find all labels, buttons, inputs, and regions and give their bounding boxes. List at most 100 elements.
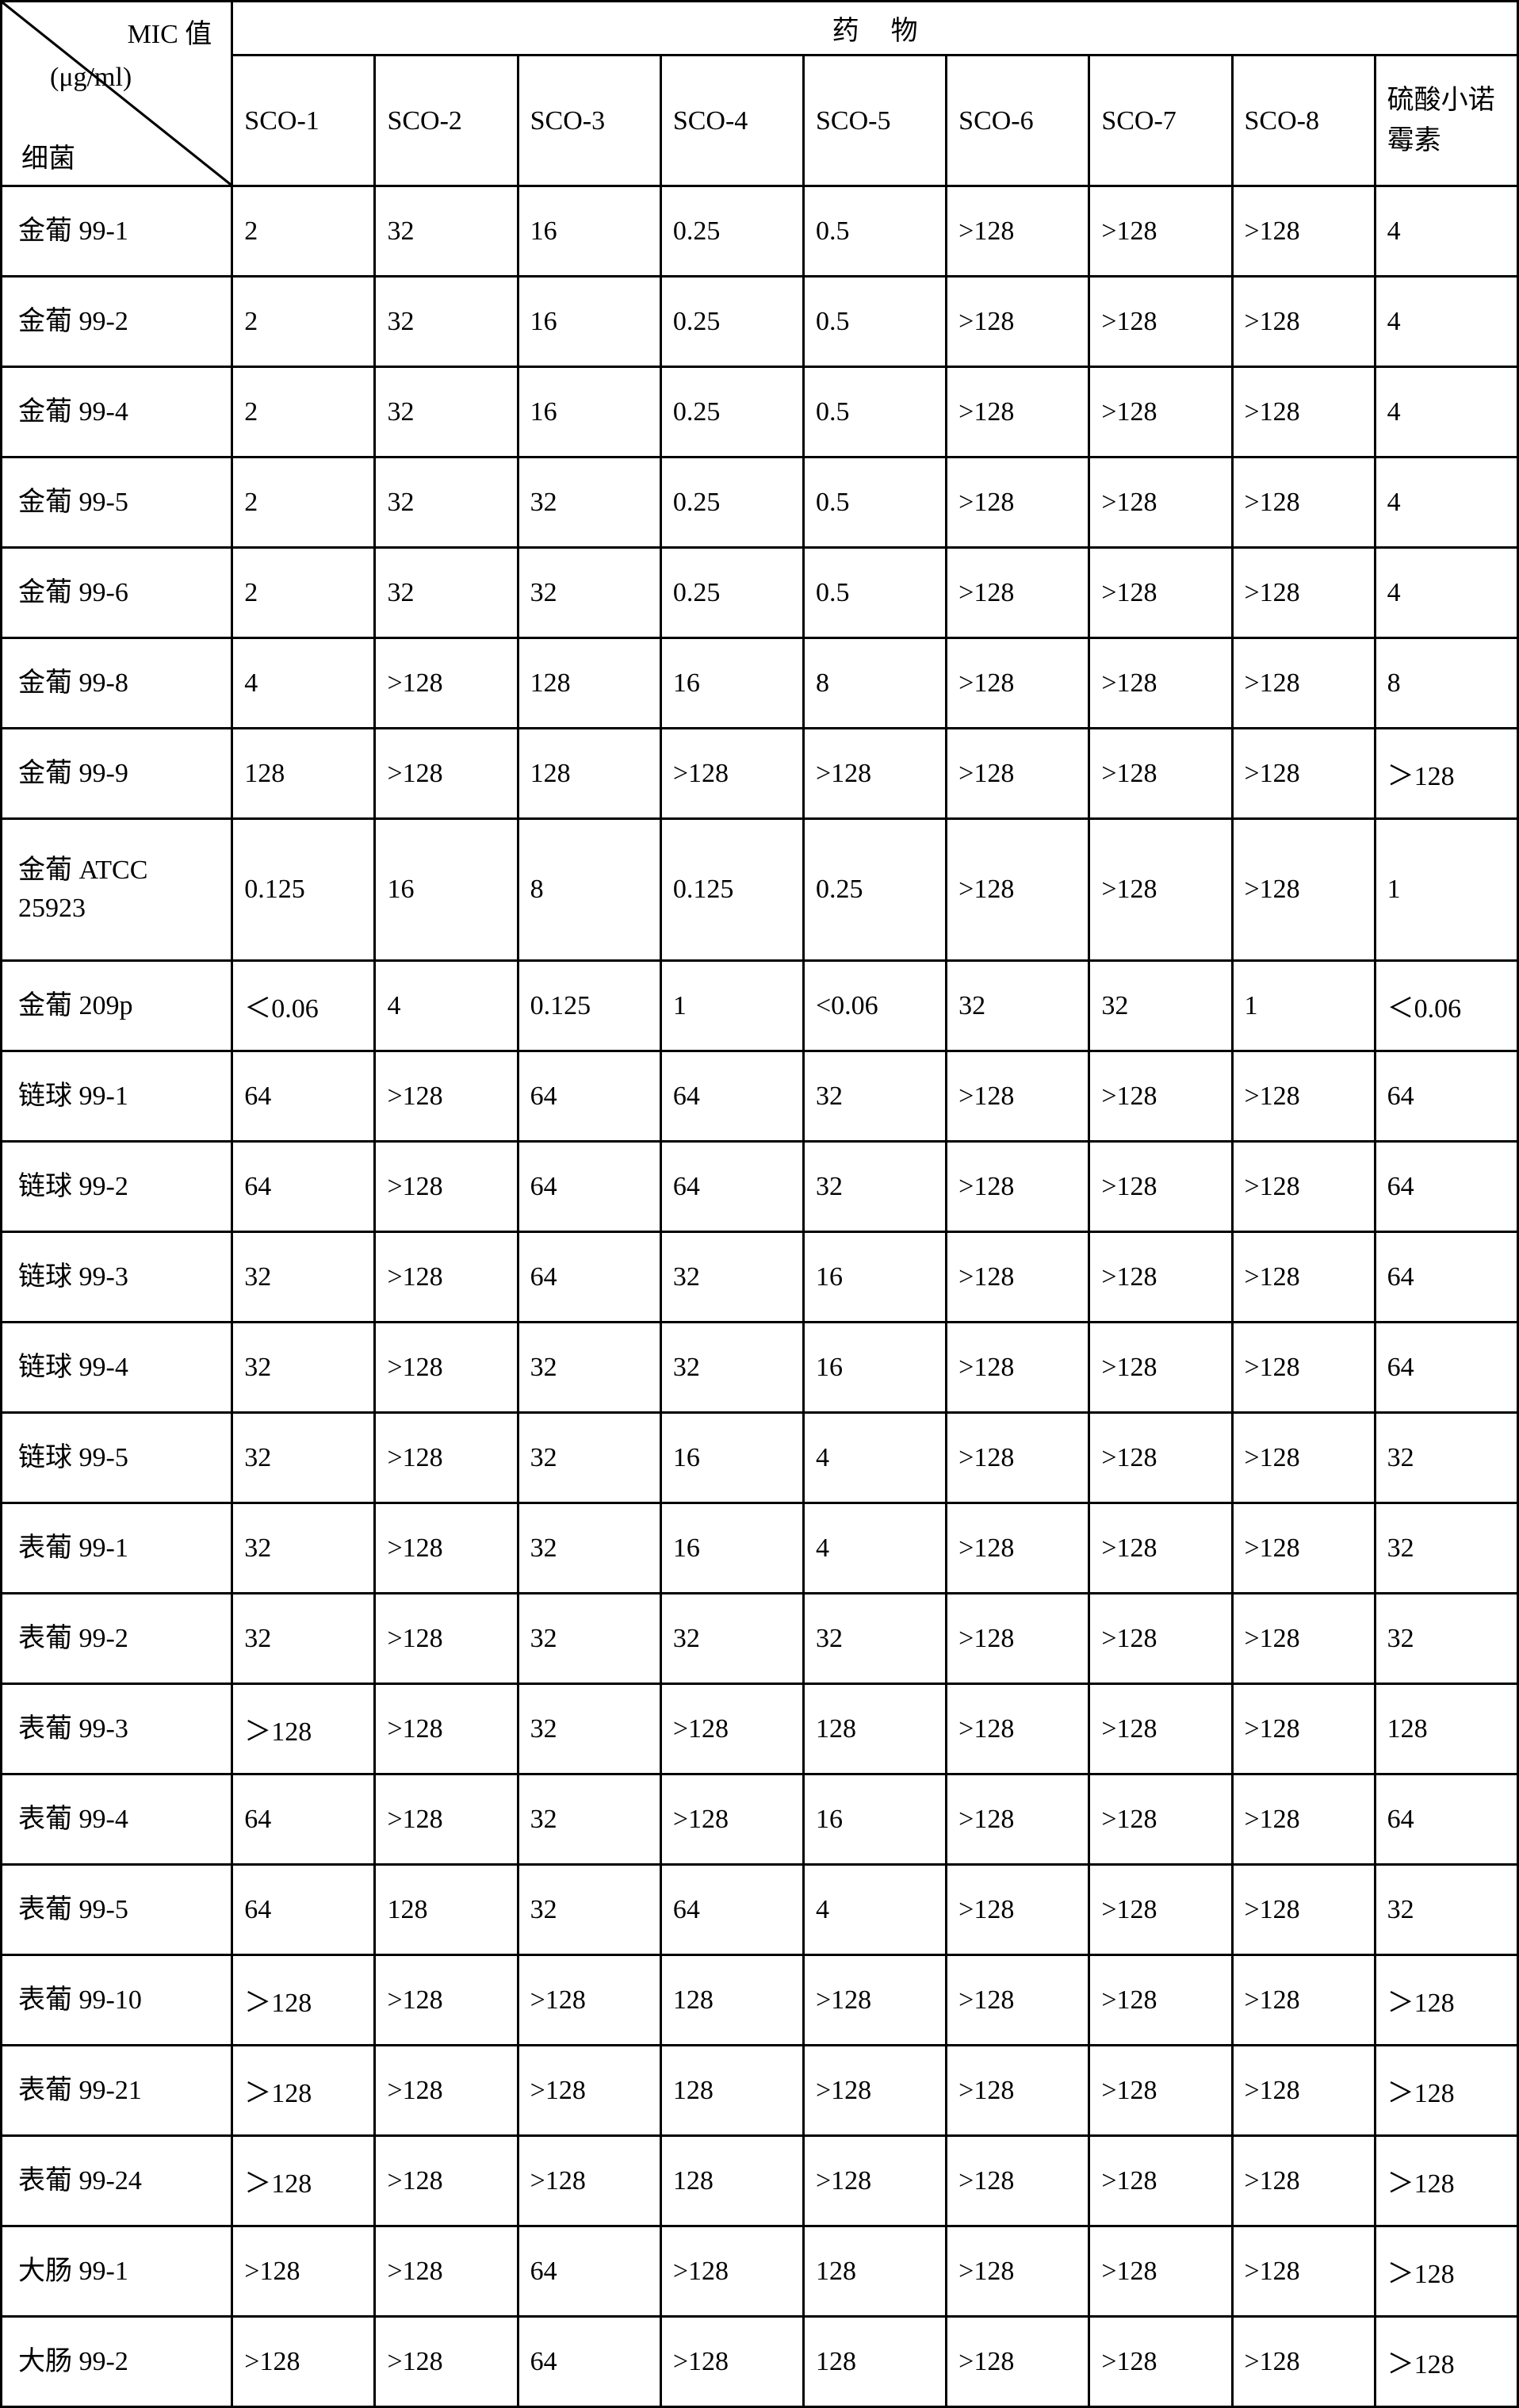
data-cell: >128 [1089, 1594, 1232, 1684]
data-cell: >128 [1089, 1232, 1232, 1323]
row-label: 金葡 99-1 [2, 186, 232, 277]
data-cell: 32 [375, 548, 518, 638]
data-cell: 64 [232, 1142, 375, 1232]
data-cell: >128 [232, 2317, 375, 2407]
table-row: 表葡 99-132>12832164>128>128>12832 [2, 1503, 1518, 1594]
row-label: 金葡 99-8 [2, 638, 232, 729]
data-cell: 64 [1375, 1774, 1517, 1865]
data-cell: >128 [1089, 1051, 1232, 1142]
table-row: 链球 99-332>128643216>128>128>12864 [2, 1232, 1518, 1323]
data-cell: 128 [660, 2136, 803, 2226]
data-cell: 128 [660, 1955, 803, 2046]
data-cell: >128 [1089, 2317, 1232, 2407]
data-cell: >128 [947, 457, 1089, 548]
data-cell: 64 [518, 1142, 660, 1232]
data-cell: >128 [1232, 1142, 1375, 1232]
data-cell: >128 [947, 1594, 1089, 1684]
data-cell: 16 [518, 277, 660, 367]
data-cell: ＞128 [1375, 729, 1517, 819]
row-label: 金葡 209p [2, 961, 232, 1051]
col-sco-4: SCO-4 [660, 56, 803, 186]
table-row: 表葡 99-10＞128>128>128128>128>128>128>128＞… [2, 1955, 1518, 2046]
data-cell: >128 [1232, 638, 1375, 729]
data-cell: 16 [518, 367, 660, 457]
data-cell: >128 [947, 2226, 1089, 2317]
data-cell: >128 [947, 1955, 1089, 2046]
data-cell: >128 [375, 2317, 518, 2407]
data-cell: 128 [660, 2046, 803, 2136]
data-cell: 128 [375, 1865, 518, 1955]
data-cell: >128 [1232, 367, 1375, 457]
data-cell: >128 [232, 2226, 375, 2317]
table-row: 链球 99-432>128323216>128>128>12864 [2, 1323, 1518, 1413]
data-cell: >128 [375, 2136, 518, 2226]
data-cell: >128 [1089, 1774, 1232, 1865]
table-row: 金葡 99-6232320.250.5>128>128>1284 [2, 548, 1518, 638]
data-cell: 16 [660, 1413, 803, 1503]
data-cell: 16 [518, 186, 660, 277]
data-cell: >128 [375, 1051, 518, 1142]
data-cell: ＞128 [232, 1684, 375, 1774]
table-row: 表葡 99-21＞128>128>128128>128>128>128>128＞… [2, 2046, 1518, 2136]
data-cell: 8 [803, 638, 946, 729]
row-label: 链球 99-5 [2, 1413, 232, 1503]
data-cell: >128 [1089, 2226, 1232, 2317]
data-cell: >128 [1232, 1051, 1375, 1142]
table-row: 金葡 99-1232160.250.5>128>128>1284 [2, 186, 1518, 277]
data-cell: >128 [1089, 1142, 1232, 1232]
data-cell: 32 [518, 1865, 660, 1955]
data-cell: >128 [1089, 1413, 1232, 1503]
row-label: 链球 99-3 [2, 1232, 232, 1323]
row-label: 金葡 99-6 [2, 548, 232, 638]
data-cell: 32 [660, 1232, 803, 1323]
data-cell: 32 [660, 1323, 803, 1413]
table-row: 大肠 99-2>128>12864>128128>128>128>128＞128 [2, 2317, 1518, 2407]
row-label: 表葡 99-3 [2, 1684, 232, 1774]
data-cell: >128 [803, 2046, 946, 2136]
data-cell: 64 [660, 1865, 803, 1955]
data-cell: 32 [803, 1051, 946, 1142]
data-cell: >128 [947, 548, 1089, 638]
data-cell: 32 [518, 1323, 660, 1413]
data-cell: 0.25 [660, 277, 803, 367]
data-cell: >128 [1089, 1503, 1232, 1594]
data-cell: >128 [1089, 1955, 1232, 2046]
data-cell: 32 [232, 1594, 375, 1684]
row-label: 表葡 99-21 [2, 2046, 232, 2136]
data-cell: 4 [803, 1865, 946, 1955]
data-cell: >128 [947, 1684, 1089, 1774]
data-cell: 32 [375, 277, 518, 367]
data-cell: >128 [1089, 819, 1232, 961]
data-cell: 4 [803, 1413, 946, 1503]
data-cell: >128 [1232, 1232, 1375, 1323]
data-cell: 0.5 [803, 548, 946, 638]
data-cell: >128 [1089, 2046, 1232, 2136]
data-cell: 2 [232, 367, 375, 457]
data-cell: 64 [232, 1865, 375, 1955]
data-cell: >128 [1089, 457, 1232, 548]
data-cell: >128 [947, 1865, 1089, 1955]
data-cell: 128 [518, 729, 660, 819]
data-cell: 2 [232, 277, 375, 367]
table-row: 链球 99-532>12832164>128>128>12832 [2, 1413, 1518, 1503]
data-cell: 2 [232, 548, 375, 638]
data-cell: >128 [947, 1413, 1089, 1503]
data-cell: >128 [947, 2136, 1089, 2226]
data-cell: 32 [1375, 1865, 1517, 1955]
data-cell: >128 [1232, 1774, 1375, 1865]
data-cell: 32 [518, 1413, 660, 1503]
data-cell: >128 [375, 1232, 518, 1323]
data-cell: 4 [232, 638, 375, 729]
table-row: 链球 99-164>128646432>128>128>12864 [2, 1051, 1518, 1142]
data-cell: >128 [947, 1503, 1089, 1594]
table-row: 金葡 209p＜0.0640.1251<0.0632321＜0.06 [2, 961, 1518, 1051]
data-cell: 1 [1232, 961, 1375, 1051]
data-cell: >128 [375, 638, 518, 729]
data-cell: ＜0.06 [232, 961, 375, 1051]
data-cell: >128 [1232, 1503, 1375, 1594]
data-cell: 64 [518, 2317, 660, 2407]
data-cell: >128 [1089, 367, 1232, 457]
data-cell: 0.5 [803, 457, 946, 548]
data-cell: >128 [803, 1955, 946, 2046]
data-cell: 32 [518, 1594, 660, 1684]
